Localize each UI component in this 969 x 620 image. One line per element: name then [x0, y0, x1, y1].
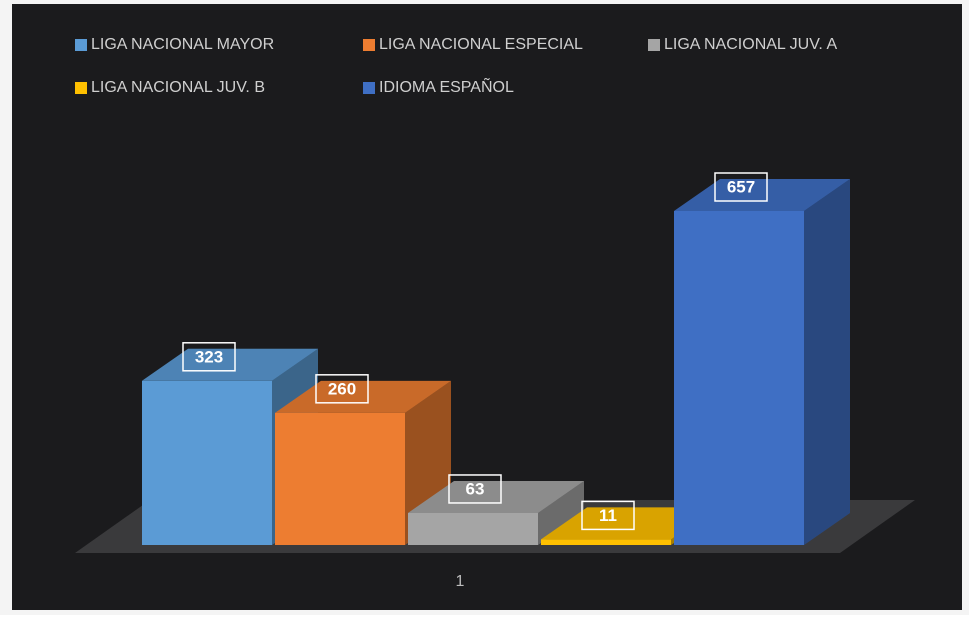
legend-swatch [363, 82, 375, 94]
bar-top [541, 507, 717, 540]
bar-front [408, 512, 538, 545]
bar-top-shade [275, 380, 451, 413]
data-label: 323 [195, 347, 223, 366]
bar-top-shade [674, 179, 850, 211]
data-label-box [581, 500, 635, 531]
legend-label: IDIOMA ESPAÑOL [379, 76, 514, 96]
data-label-box [448, 474, 502, 504]
bar [408, 480, 584, 545]
bar-top [275, 380, 451, 413]
bar-top [408, 480, 584, 513]
legend-swatch [363, 39, 375, 51]
bar-front [541, 539, 671, 545]
data-label-box [182, 342, 236, 372]
bar-side-shade [538, 480, 584, 545]
bar [674, 179, 850, 545]
bar-side-shade [804, 179, 850, 545]
data-label-box [714, 172, 768, 202]
data-label: 657 [727, 177, 755, 196]
bar-front [674, 211, 804, 545]
bar-top-shade [142, 348, 318, 381]
bar-top-shade [541, 507, 717, 540]
data-label: 63 [466, 479, 485, 498]
x-tick-label: 1 [456, 573, 465, 590]
data-label: 11 [599, 506, 617, 525]
data-label-box [315, 374, 369, 404]
bar-top [674, 179, 850, 211]
legend-label: LIGA NACIONAL JUV. A [664, 36, 837, 53]
bar-top-shade [408, 480, 584, 513]
bar-top [142, 348, 318, 381]
legend-label: LIGA NACIONAL MAYOR [91, 36, 274, 53]
legend-swatch [75, 39, 87, 51]
bar-side [804, 179, 850, 545]
legend-swatch [75, 82, 87, 94]
bar-front [275, 412, 405, 545]
bar-side [538, 480, 584, 545]
legend-swatch [648, 39, 660, 51]
legend-label: LIGA NACIONAL JUV. B [91, 79, 265, 96]
data-label: 260 [328, 379, 356, 398]
bar-front [142, 380, 272, 545]
legend-label: LIGA NACIONAL ESPECIAL [379, 36, 583, 53]
